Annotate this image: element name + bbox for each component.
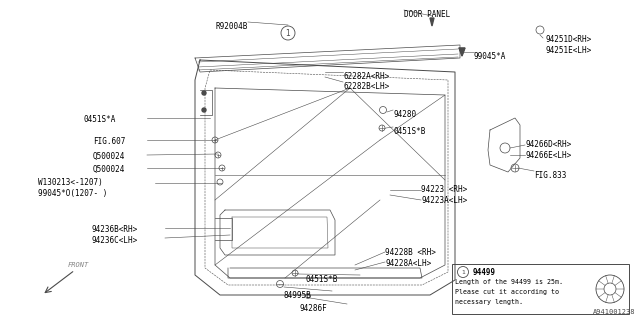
Text: 94499: 94499	[473, 268, 496, 277]
Text: Q500024: Q500024	[93, 152, 125, 161]
Text: 94286F: 94286F	[300, 304, 328, 313]
Text: 62282A<RH>: 62282A<RH>	[343, 72, 389, 81]
Text: 94228A<LH>: 94228A<LH>	[385, 259, 431, 268]
Text: 94236B<RH>: 94236B<RH>	[92, 225, 138, 234]
Text: 62282B<LH>: 62282B<LH>	[343, 82, 389, 91]
Text: 94251D<RH>: 94251D<RH>	[545, 35, 591, 44]
Text: 1: 1	[461, 269, 465, 275]
Text: 0451S*B: 0451S*B	[305, 275, 337, 284]
Text: FIG.607: FIG.607	[93, 137, 125, 146]
Text: 0451S*B: 0451S*B	[393, 127, 426, 136]
Text: 0451S*A: 0451S*A	[84, 115, 116, 124]
Text: Q500024: Q500024	[93, 165, 125, 174]
Text: 84995B: 84995B	[284, 291, 312, 300]
Text: 94223 <RH>: 94223 <RH>	[421, 185, 467, 194]
Text: FRONT: FRONT	[68, 262, 89, 268]
Text: 94236C<LH>: 94236C<LH>	[92, 236, 138, 245]
Text: 99045*A: 99045*A	[474, 52, 506, 61]
Circle shape	[202, 91, 206, 95]
Text: Length of the 94499 is 25m.: Length of the 94499 is 25m.	[455, 279, 563, 285]
Polygon shape	[459, 48, 465, 56]
Text: necessary length.: necessary length.	[455, 299, 523, 305]
Text: 94266D<RH>: 94266D<RH>	[525, 140, 572, 149]
Text: 1: 1	[285, 28, 291, 37]
Circle shape	[202, 108, 206, 112]
Bar	[452, 264, 629, 314]
Polygon shape	[430, 18, 434, 26]
Text: A941001238: A941001238	[593, 309, 635, 315]
Text: 94280: 94280	[393, 110, 416, 119]
Text: 94266E<LH>: 94266E<LH>	[525, 151, 572, 160]
Text: W130213<-1207): W130213<-1207)	[38, 178, 103, 187]
Text: 99045*O(1207- ): 99045*O(1207- )	[38, 189, 108, 198]
Text: DOOR PANEL: DOOR PANEL	[404, 10, 451, 19]
Text: FIG.833: FIG.833	[534, 171, 566, 180]
Text: R92004B: R92004B	[216, 22, 248, 31]
Text: 94228B <RH>: 94228B <RH>	[385, 248, 436, 257]
Text: Please cut it according to: Please cut it according to	[455, 289, 559, 295]
Text: 94223A<LH>: 94223A<LH>	[421, 196, 467, 205]
Text: 94251E<LH>: 94251E<LH>	[545, 46, 591, 55]
